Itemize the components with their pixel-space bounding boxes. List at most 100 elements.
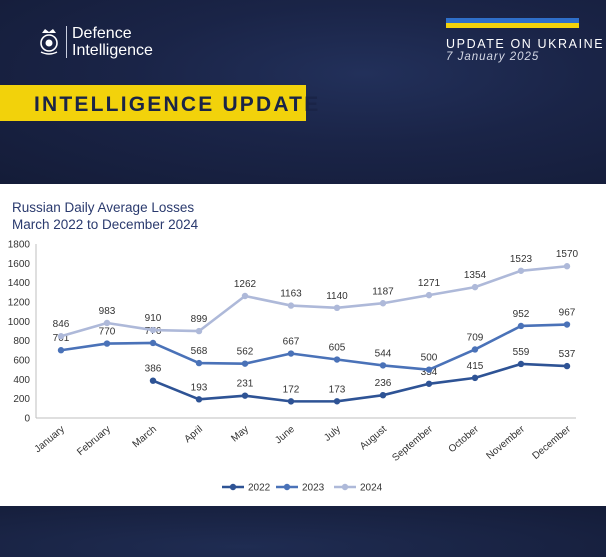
y-tick-label: 800	[13, 336, 30, 347]
x-tick-label: February	[75, 424, 113, 458]
data-label-2024: 1354	[464, 270, 487, 281]
data-point-2022	[471, 374, 479, 382]
data-point-2022	[287, 398, 295, 405]
y-tick-label: 1200	[8, 298, 31, 309]
update-date: 7 January 2025	[446, 51, 540, 63]
data-label-2023: 500	[421, 353, 438, 364]
x-tick-label: September	[390, 423, 435, 463]
data-point-2024	[563, 263, 571, 270]
ukraine-flag-blue-stripe	[446, 18, 579, 23]
series-line-2024	[60, 264, 568, 338]
data-point-2023	[471, 346, 479, 353]
intelligence-update-banner: INTELLIGENCE UPDATE	[0, 85, 318, 121]
x-tick-label: March	[131, 424, 159, 450]
data-point-2023	[195, 359, 203, 367]
x-tick-label: August	[358, 424, 389, 453]
data-label-2022: 559	[513, 347, 530, 358]
data-label-2024: 910	[145, 313, 162, 324]
data-label-2024: 983	[99, 306, 116, 317]
data-label-2022: 173	[329, 384, 346, 395]
data-label-2022: 537	[559, 349, 576, 360]
data-label-2023: 568	[191, 346, 208, 357]
update-title: UPDATE ON UKRAINE	[446, 37, 605, 51]
data-point-2023	[241, 360, 249, 367]
data-point-2022	[563, 362, 571, 370]
data-label-2024: 899	[191, 314, 208, 325]
series-line-2022	[152, 362, 568, 403]
legend-marker-2023	[283, 483, 291, 491]
crest-icon	[40, 29, 58, 55]
data-label-2024: 1271	[418, 278, 441, 289]
legend-marker-2024	[341, 483, 349, 491]
data-label-2022: 415	[467, 361, 484, 372]
data-label-2024: 1262	[234, 279, 257, 290]
data-point-2022	[241, 392, 249, 399]
logo-text-line2: Intelligence	[72, 42, 153, 59]
data-label-2024: 1140	[326, 291, 348, 302]
data-label-2024: 1570	[556, 249, 579, 260]
data-point-2022	[333, 398, 341, 405]
x-tick-label: December	[531, 423, 574, 462]
data-point-2022	[149, 377, 157, 384]
data-point-2024	[57, 333, 65, 340]
y-tick-label: 1600	[8, 259, 31, 270]
line-chart: 0 200 400 600 800 1000 1200 1400 1600 1800 January…	[8, 240, 579, 494]
data-label-2024: 1163	[280, 289, 302, 300]
x-tick-label: July	[322, 424, 343, 444]
legend-label-2022: 2022	[248, 483, 271, 494]
logo-divider	[66, 26, 67, 58]
data-label-2023: 770	[99, 327, 116, 338]
data-point-2024	[103, 319, 111, 327]
y-tick-label: 1400	[8, 278, 31, 289]
chart-title: Russian Daily Average Losses	[12, 200, 195, 215]
y-tick-label: 1800	[8, 240, 31, 251]
data-label-2022: 193	[191, 382, 208, 393]
x-tick-label: January	[33, 424, 67, 455]
y-tick-label: 400	[13, 375, 30, 386]
data-label-2023: 709	[467, 332, 484, 343]
data-point-2023	[57, 347, 65, 354]
y-tick-label: 1000	[8, 317, 31, 328]
data-point-2022	[379, 391, 387, 399]
data-point-2024	[241, 292, 249, 300]
banner-text: INTELLIGENCE UPDATE	[34, 93, 321, 116]
data-point-2024	[149, 326, 157, 334]
data-label-2024: 1187	[372, 286, 394, 297]
x-tick-label: May	[229, 424, 251, 445]
data-point-2024	[471, 283, 479, 291]
data-point-2023	[517, 322, 525, 330]
data-point-2022	[195, 396, 203, 403]
data-point-2023	[425, 366, 433, 373]
series-line-2023	[60, 323, 568, 371]
data-point-2024	[333, 304, 341, 311]
data-label-2024: 1523	[510, 254, 533, 265]
data-point-2024	[195, 327, 203, 335]
x-tick-label: November	[485, 423, 528, 462]
legend-label-2024: 2024	[360, 483, 383, 494]
x-tick-label: June	[273, 424, 297, 447]
data-label-2022: 231	[237, 379, 254, 390]
data-point-2023	[149, 339, 157, 347]
x-tick-label: October	[447, 423, 482, 455]
defence-intelligence-logo: Defence Intelligence	[36, 24, 176, 64]
data-point-2024	[379, 300, 387, 307]
data-point-2024	[425, 291, 433, 299]
y-tick-label: 200	[13, 394, 30, 405]
footer-background	[0, 506, 606, 557]
data-point-2022	[425, 380, 433, 387]
y-tick-label: 600	[13, 356, 30, 367]
chart-subtitle: March 2022 to December 2024	[12, 217, 199, 232]
data-label-2022: 236	[375, 378, 392, 389]
data-label-2023: 967	[559, 308, 576, 319]
data-point-2023	[287, 350, 295, 357]
data-point-2023	[563, 321, 571, 328]
data-label-2023: 605	[329, 343, 346, 354]
data-label-2023: 667	[283, 337, 300, 348]
data-point-2022	[517, 360, 525, 368]
data-label-2022: 386	[145, 364, 162, 375]
data-point-2024	[517, 267, 525, 274]
data-label-2023: 544	[375, 348, 392, 359]
logo-text-line1: Defence	[72, 25, 132, 42]
data-label-2024: 846	[53, 319, 70, 330]
data-label-2023: 562	[237, 347, 254, 358]
